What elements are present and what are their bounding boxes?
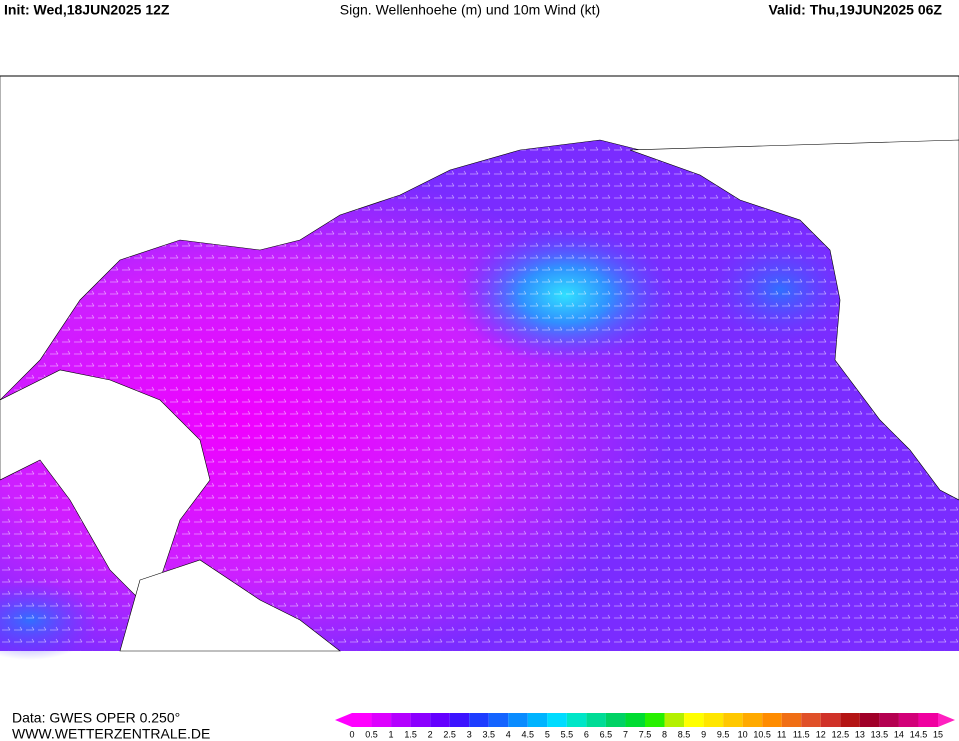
scale-box xyxy=(723,713,743,727)
scale-label: 10.5 xyxy=(753,729,771,739)
scale-label: 4 xyxy=(506,729,511,739)
scale-box xyxy=(898,713,919,727)
scale-box xyxy=(742,713,763,727)
scale-label: 11 xyxy=(777,729,786,739)
scale-label: 1.5 xyxy=(404,729,417,739)
scale-box xyxy=(410,713,431,727)
scale-label: 12 xyxy=(816,729,826,739)
scale-label: 6.5 xyxy=(600,729,613,739)
scale-label: 15 xyxy=(933,729,943,739)
scale-label: 5.5 xyxy=(561,729,574,739)
scale-box xyxy=(801,713,821,727)
scale-box xyxy=(488,713,509,727)
scale-box xyxy=(430,713,450,727)
scale-label: 14 xyxy=(894,729,904,739)
scale-box xyxy=(879,713,899,727)
scale-label: 1 xyxy=(389,729,394,739)
scale-label: 0.5 xyxy=(365,729,378,739)
scale-box xyxy=(469,713,489,727)
scale-box xyxy=(352,713,372,727)
scale-label: 9.5 xyxy=(717,729,730,739)
scale-box xyxy=(586,713,606,727)
scale-box xyxy=(566,713,587,727)
land-north-america xyxy=(629,139,959,501)
land-australia xyxy=(119,559,341,652)
valid-time: Valid: Thu,19JUN2025 06Z xyxy=(768,2,942,18)
scale-box xyxy=(781,713,802,727)
scale-box xyxy=(391,713,411,727)
website: WWW.WETTERZENTRALE.DE xyxy=(12,726,210,741)
map-title: Sign. Wellenhoehe (m) und 10m Wind (kt) xyxy=(340,2,600,18)
init-time: Init: Wed,18JUN2025 12Z xyxy=(4,2,170,18)
scale-label: 13 xyxy=(855,729,865,739)
scale-label: 0 xyxy=(349,729,354,739)
scale-box xyxy=(703,713,724,727)
scale-label: 5 xyxy=(545,729,550,739)
scale-label: 7.5 xyxy=(639,729,652,739)
map xyxy=(0,75,959,660)
scale-box xyxy=(449,713,470,727)
scale-box xyxy=(820,713,841,727)
scale-label: 2.5 xyxy=(443,729,456,739)
scale-box xyxy=(645,713,665,727)
scale-label: 8.5 xyxy=(678,729,691,739)
scale-arrow-low xyxy=(335,713,352,727)
color-scale: 0 0.5 1 1.5 2 2.5 3 3.5 4 4.5 5 5.5 6 6.5 7 7.5 8 8.5 9 9.5… xyxy=(335,713,955,739)
scale-box xyxy=(605,713,626,727)
scale-label: 2 xyxy=(428,729,433,739)
scale-box xyxy=(371,713,392,727)
scale-box xyxy=(918,713,938,727)
scale-box xyxy=(664,713,685,727)
scale-arrow-high xyxy=(938,713,955,727)
scale-label: 13.5 xyxy=(871,729,889,739)
scale-box xyxy=(840,713,860,727)
scale-label: 7 xyxy=(623,729,628,739)
land-southeast-asia xyxy=(0,369,211,601)
scale-box xyxy=(547,713,567,727)
scale-label: 4.5 xyxy=(522,729,535,739)
scale-label: 3.5 xyxy=(482,729,495,739)
scale-label: 9 xyxy=(701,729,706,739)
scale-label: 12.5 xyxy=(832,729,850,739)
scale-label: 14.5 xyxy=(910,729,928,739)
data-source: Data: GWES OPER 0.250° xyxy=(12,710,180,726)
scale-box xyxy=(684,713,704,727)
scale-box xyxy=(527,713,548,727)
scale-label: 11.5 xyxy=(793,729,810,739)
scale-label: 3 xyxy=(467,729,472,739)
scale-label: 8 xyxy=(662,729,667,739)
scale-box xyxy=(508,713,528,727)
scale-box xyxy=(625,713,645,727)
scale-box xyxy=(762,713,782,727)
scale-label: 6 xyxy=(584,729,589,739)
scale-label: 10 xyxy=(738,729,748,739)
scale-box xyxy=(859,713,880,727)
